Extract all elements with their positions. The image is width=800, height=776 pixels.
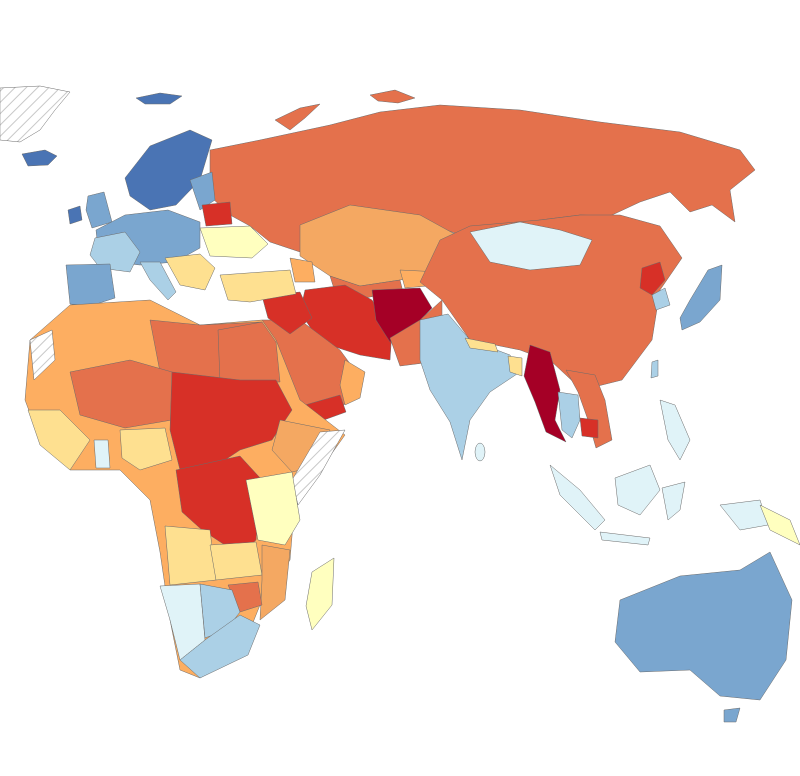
laos-vietnam <box>565 369 613 449</box>
mozambique <box>259 544 291 621</box>
western-sahara <box>29 329 56 381</box>
angola <box>164 525 217 586</box>
japan <box>679 264 723 331</box>
sahel-red <box>169 371 293 471</box>
greenland <box>0 85 71 143</box>
taiwan <box>650 359 659 379</box>
zambia <box>209 541 263 581</box>
sri-lanka <box>474 442 486 462</box>
madagascar <box>305 557 335 631</box>
tasmania <box>723 707 741 723</box>
finland-baltics <box>189 171 216 211</box>
papua-new-guinea <box>759 504 800 546</box>
nigeria <box>119 427 173 471</box>
south-korea <box>651 287 671 311</box>
ghana <box>93 439 111 469</box>
turkey <box>219 269 297 303</box>
egypt <box>217 321 281 383</box>
china <box>419 214 683 391</box>
ukraine <box>199 225 269 259</box>
spain <box>65 263 116 307</box>
south-africa <box>179 614 261 679</box>
somalia <box>291 429 346 506</box>
thailand <box>557 391 581 439</box>
sulawesi <box>661 481 686 521</box>
philippines <box>659 399 691 461</box>
nepal <box>464 337 499 353</box>
arctic-islands <box>369 89 416 104</box>
java <box>599 531 651 546</box>
cambodia <box>579 417 599 439</box>
svalbard <box>135 92 183 105</box>
russia <box>209 104 756 253</box>
borneo <box>614 464 661 516</box>
mongolia <box>469 221 593 271</box>
uk <box>85 191 113 229</box>
caucasus <box>289 257 316 283</box>
balkans <box>164 253 216 291</box>
oman <box>339 359 366 406</box>
novaya-zemlya <box>274 103 321 131</box>
north-korea <box>639 261 666 296</box>
east-africa <box>245 471 301 546</box>
france <box>89 231 141 273</box>
italy <box>139 261 177 301</box>
new-guinea <box>719 499 769 531</box>
ireland <box>67 205 83 225</box>
west-coast <box>27 409 91 471</box>
iceland <box>21 149 58 167</box>
belarus <box>201 201 233 227</box>
bangladesh <box>507 355 523 377</box>
myanmar <box>523 344 567 443</box>
australia <box>614 551 793 701</box>
malaysia-sumatra <box>549 464 606 531</box>
